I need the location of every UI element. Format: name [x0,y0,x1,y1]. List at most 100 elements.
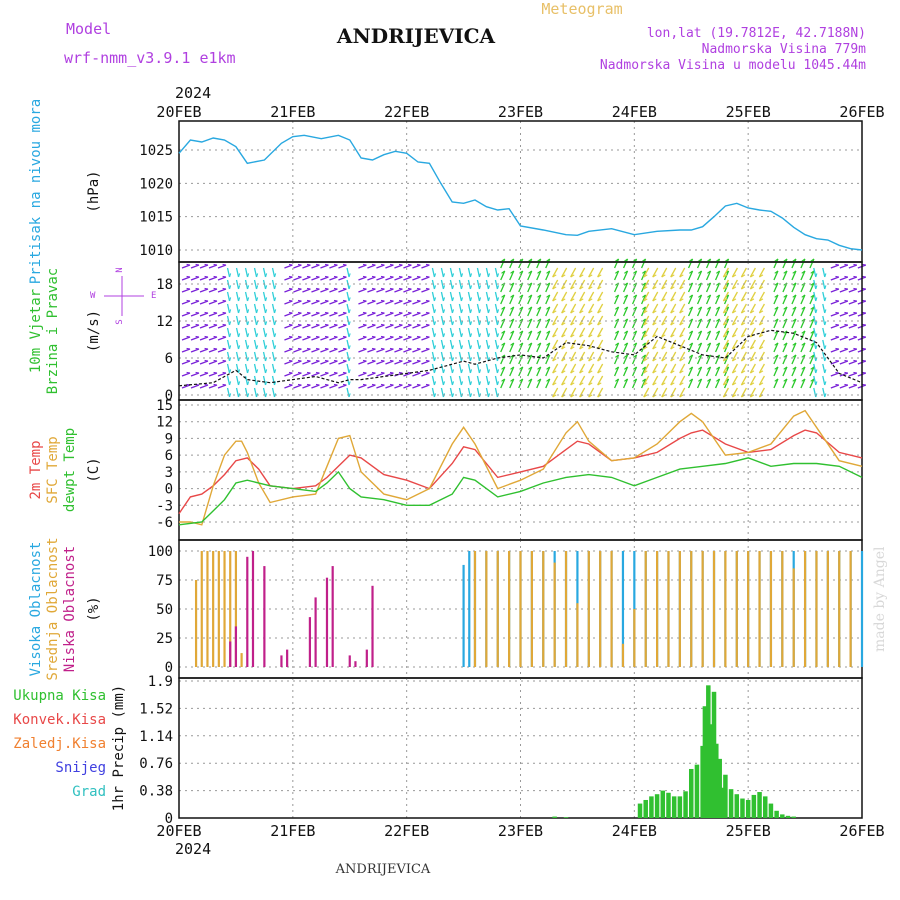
wind-arrow [338,312,347,317]
wind-arrowhead [380,383,385,386]
wind-arrowhead [333,275,338,278]
wind-arrowhead [588,286,593,290]
wind-arrowhead [624,342,628,346]
wind-arrow [431,351,436,362]
wind-arrow [722,375,729,386]
wind-arrow [467,291,472,302]
precip-bar [757,792,762,818]
wind-arrow [476,351,481,362]
wind-arrow [536,306,542,317]
cloud-bar [815,551,818,667]
wind-arrow [181,312,191,317]
wind-arrow [696,270,703,281]
wind-arrow [338,324,347,329]
wind-arrowhead [824,357,827,362]
wind-arrowhead [759,334,764,338]
wind-arrowhead [824,273,827,278]
precip-bar [643,799,648,818]
wind-arrow [561,363,568,374]
wind-arrowhead [552,274,557,278]
wind-arrow [773,282,779,293]
wind-arrowhead [306,335,311,338]
wind-arrow [199,372,209,377]
wind-arrowhead [442,297,446,302]
wind-arrowhead [824,393,827,398]
wind-arrow [758,339,765,350]
wind-arrowhead [716,294,720,298]
wind-arrowhead [774,342,779,346]
wind-arrow [670,267,677,278]
wind-arrowhead [186,335,191,338]
wind-arrowhead [750,274,755,278]
wind-arrowhead [824,345,827,350]
wind-arrow [622,282,629,293]
wind-arrow [403,360,412,365]
altitude-label: Nadmorska Visina 779m [702,42,867,57]
wind-arrow [782,270,788,281]
wind-arrow [329,348,338,353]
wind-arrow [661,267,668,278]
wind-arrow [640,270,647,281]
wind-arrowhead [732,394,737,398]
wind-arrow [440,327,445,338]
wind-arrowhead [561,358,566,362]
y-tick-label: 0 [165,482,173,498]
wind-arrowhead [496,369,500,374]
wind-arrow [661,363,668,374]
wind-arrowhead [862,323,866,326]
wind-arrowhead [624,330,628,334]
wind-arrow [749,387,756,398]
compass-n: N [115,267,125,272]
wind-arrowhead [561,286,566,290]
wind-arrowhead [615,378,619,382]
wind-arrow [338,276,347,281]
wind-arrowhead [442,381,446,386]
wind-arrowhead [707,258,711,262]
wind-arrow [552,387,559,398]
cloud-bar [849,551,852,667]
wind-arrow [500,366,506,377]
wind-arrowhead [579,334,584,338]
wind-arrow [670,315,677,326]
wind-arrow [494,387,499,398]
wind-arrowhead [487,345,491,350]
wind-arrow [311,300,320,305]
wind-arrowhead [398,299,403,302]
wind-arrow [679,303,686,314]
wind-arrow [813,303,817,314]
wind-arrowhead [451,309,455,314]
y-tick-label: 6 [165,351,173,367]
wind-arrow [311,288,320,293]
wind-arrowhead [670,346,675,350]
wind-arrow [597,351,604,362]
wind-arrow [440,351,445,362]
bottom-date-label: 22FEB [384,822,429,840]
wind-arrowhead [633,270,637,274]
wind-arrowhead [256,345,259,350]
wind-arrowhead [451,285,455,290]
wind-arrowhead [824,381,827,386]
wind-arrowhead [389,347,394,350]
wind-arrowhead [487,285,491,290]
cloud-bar [712,551,716,667]
y-tick-label: 1020 [139,176,173,192]
wind-arrow [262,363,267,374]
wind-arrow [830,312,840,317]
model-altitude-label: Nadmorska Visina u modelu 1045.44m [600,58,866,73]
wind-arrow [749,363,756,374]
wind-arrow [253,279,258,290]
wind-arrowhead [519,366,524,370]
wind-arrow [494,291,499,302]
wind-arrow [262,339,267,350]
wind-arrowhead [597,358,602,362]
wind-arrowhead [371,275,376,278]
wind-arrow [293,276,302,281]
wind-arrowhead [643,370,648,374]
wind-arrowhead [652,370,657,374]
wind-arrow [809,258,815,269]
series-line [179,409,863,526]
wind-arrowhead [195,359,200,362]
wind-arrow [376,312,385,317]
wind-arrow [403,300,412,305]
wind-arrow [652,363,659,374]
